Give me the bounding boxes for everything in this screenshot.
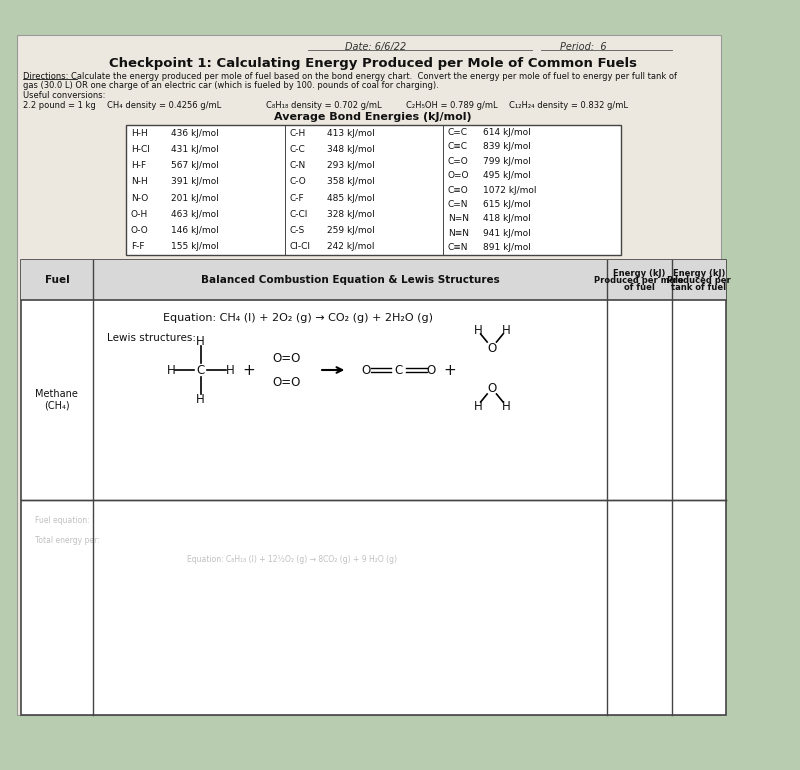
Text: 259 kJ/mol: 259 kJ/mol: [326, 226, 374, 235]
Text: C-F: C-F: [290, 193, 304, 203]
Text: C=O: C=O: [448, 156, 469, 166]
Text: +: +: [243, 363, 255, 377]
FancyBboxPatch shape: [21, 260, 726, 300]
Text: 463 kJ/mol: 463 kJ/mol: [170, 210, 218, 219]
Text: C-Cl: C-Cl: [290, 210, 308, 219]
Text: Total energy per:: Total energy per:: [34, 535, 99, 544]
Text: Useful conversions:: Useful conversions:: [23, 91, 106, 99]
Text: H: H: [166, 363, 175, 377]
Text: H: H: [502, 400, 510, 413]
Text: Produced per mole: Produced per mole: [594, 276, 684, 284]
Text: O-O: O-O: [130, 226, 149, 235]
Text: O: O: [487, 342, 497, 354]
Text: H-F: H-F: [130, 161, 146, 170]
Text: Fuel: Fuel: [45, 275, 70, 285]
Text: 799 kJ/mol: 799 kJ/mol: [483, 156, 531, 166]
Text: N-O: N-O: [130, 193, 148, 203]
Text: N=N: N=N: [448, 214, 469, 223]
Text: H: H: [474, 323, 482, 336]
Text: C-H: C-H: [290, 129, 306, 138]
Text: 155 kJ/mol: 155 kJ/mol: [170, 243, 218, 251]
Text: CH₄ density = 0.4256 g/mL: CH₄ density = 0.4256 g/mL: [107, 101, 222, 109]
Text: N-H: N-H: [130, 177, 147, 186]
FancyBboxPatch shape: [126, 125, 621, 255]
Text: C₁₂H₂₄ density = 0.832 g/mL: C₁₂H₂₄ density = 0.832 g/mL: [509, 101, 628, 109]
Text: C-S: C-S: [290, 226, 305, 235]
Text: 413 kJ/mol: 413 kJ/mol: [326, 129, 374, 138]
Text: 891 kJ/mol: 891 kJ/mol: [483, 243, 531, 253]
Text: C=N: C=N: [448, 200, 469, 209]
Text: C₈H₁₈ density = 0.702 g/mL: C₈H₁₈ density = 0.702 g/mL: [266, 101, 382, 109]
Text: C: C: [394, 363, 402, 377]
Text: Energy (kJ): Energy (kJ): [673, 269, 726, 277]
Text: C≡O: C≡O: [448, 186, 469, 195]
Text: Directions: Calculate the energy produced per mole of fuel based on the bond ene: Directions: Calculate the energy produce…: [23, 72, 678, 81]
Text: C=C: C=C: [448, 128, 468, 137]
Text: Lewis structures:: Lewis structures:: [107, 333, 196, 343]
FancyBboxPatch shape: [17, 35, 722, 715]
Text: 348 kJ/mol: 348 kJ/mol: [326, 145, 374, 154]
Text: O=O: O=O: [448, 171, 470, 180]
Text: C-O: C-O: [290, 177, 306, 186]
Text: 941 kJ/mol: 941 kJ/mol: [483, 229, 531, 238]
Text: Fuel equation:: Fuel equation:: [34, 515, 89, 524]
Text: Equation: C₈H₁₈ (l) + 12½O₂ (g) → 8CO₂ (g) + 9 H₂O (g): Equation: C₈H₁₈ (l) + 12½O₂ (g) → 8CO₂ (…: [186, 555, 397, 564]
Text: Average Bond Energies (kJ/mol): Average Bond Energies (kJ/mol): [274, 112, 472, 122]
Text: 615 kJ/mol: 615 kJ/mol: [483, 200, 531, 209]
Text: C-C: C-C: [290, 145, 305, 154]
Text: C₂H₅OH = 0.789 g/mL: C₂H₅OH = 0.789 g/mL: [406, 101, 498, 109]
Text: 201 kJ/mol: 201 kJ/mol: [170, 193, 218, 203]
Text: tank of fuel: tank of fuel: [671, 283, 726, 292]
Text: 1072 kJ/mol: 1072 kJ/mol: [483, 186, 537, 195]
Text: O-H: O-H: [130, 210, 148, 219]
Text: O: O: [362, 363, 370, 377]
Text: H: H: [196, 393, 205, 406]
Text: 2.2 pound = 1 kg: 2.2 pound = 1 kg: [23, 101, 96, 109]
Text: Produced per: Produced per: [667, 276, 731, 284]
Text: 418 kJ/mol: 418 kJ/mol: [483, 214, 531, 223]
Text: +: +: [443, 363, 456, 377]
Text: Checkpoint 1: Calculating Energy Produced per Mole of Common Fuels: Checkpoint 1: Calculating Energy Produce…: [110, 56, 638, 69]
Text: Period:  6: Period: 6: [560, 42, 606, 52]
Text: 358 kJ/mol: 358 kJ/mol: [326, 177, 374, 186]
Text: of fuel: of fuel: [624, 283, 654, 292]
Text: H: H: [226, 363, 235, 377]
Text: 391 kJ/mol: 391 kJ/mol: [170, 177, 218, 186]
Text: 293 kJ/mol: 293 kJ/mol: [326, 161, 374, 170]
Text: N≡N: N≡N: [448, 229, 469, 238]
Text: H: H: [502, 323, 510, 336]
Text: 485 kJ/mol: 485 kJ/mol: [326, 193, 374, 203]
Text: 242 kJ/mol: 242 kJ/mol: [326, 243, 374, 251]
Text: C: C: [197, 363, 205, 377]
Text: Date: 6/6/22: Date: 6/6/22: [346, 42, 406, 52]
Text: Methane
(CH₄): Methane (CH₄): [35, 389, 78, 411]
Text: 146 kJ/mol: 146 kJ/mol: [170, 226, 218, 235]
Text: 495 kJ/mol: 495 kJ/mol: [483, 171, 531, 180]
Text: O=O: O=O: [272, 351, 301, 364]
Text: C≡N: C≡N: [448, 243, 469, 253]
Text: 614 kJ/mol: 614 kJ/mol: [483, 128, 531, 137]
Text: Equation: CH₄ (l) + 2O₂ (g) → CO₂ (g) + 2H₂O (g): Equation: CH₄ (l) + 2O₂ (g) → CO₂ (g) + …: [163, 313, 434, 323]
FancyBboxPatch shape: [21, 260, 726, 715]
Text: H: H: [196, 334, 205, 347]
Text: C-N: C-N: [290, 161, 306, 170]
Text: Energy (kJ): Energy (kJ): [613, 269, 666, 277]
Text: 431 kJ/mol: 431 kJ/mol: [170, 145, 218, 154]
Text: 839 kJ/mol: 839 kJ/mol: [483, 142, 531, 151]
Text: 328 kJ/mol: 328 kJ/mol: [326, 210, 374, 219]
Text: 436 kJ/mol: 436 kJ/mol: [170, 129, 218, 138]
Text: gas (30.0 L) OR one charge of an electric car (which is fueled by 100. pounds of: gas (30.0 L) OR one charge of an electri…: [23, 81, 439, 89]
Text: O: O: [487, 381, 497, 394]
Text: Balanced Combustion Equation & Lewis Structures: Balanced Combustion Equation & Lewis Str…: [201, 275, 499, 285]
Text: C≡C: C≡C: [448, 142, 468, 151]
Text: 567 kJ/mol: 567 kJ/mol: [170, 161, 218, 170]
Text: H-Cl: H-Cl: [130, 145, 150, 154]
Text: F-F: F-F: [130, 243, 144, 251]
Text: H-H: H-H: [130, 129, 147, 138]
Text: O: O: [426, 363, 436, 377]
Text: Cl-Cl: Cl-Cl: [290, 243, 310, 251]
Text: H: H: [474, 400, 482, 413]
Text: O=O: O=O: [272, 376, 301, 389]
